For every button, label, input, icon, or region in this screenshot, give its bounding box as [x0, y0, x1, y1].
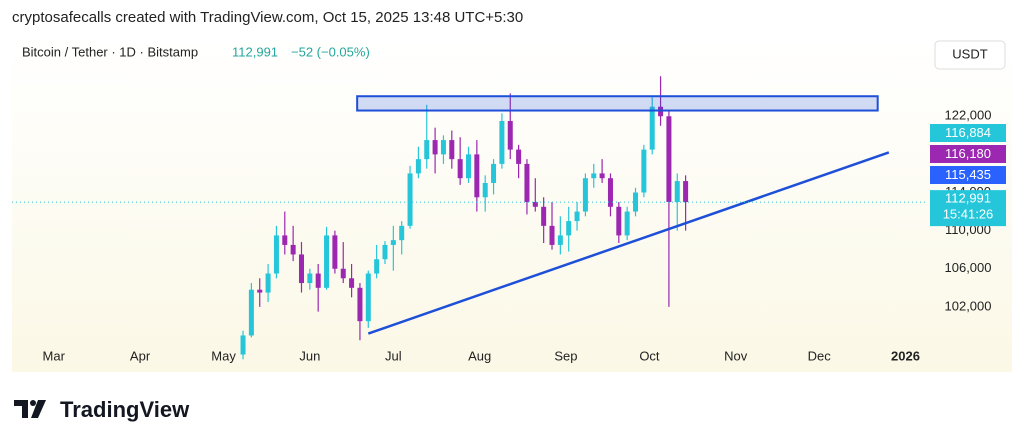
candle-body [240, 335, 246, 355]
candle-body [566, 221, 572, 236]
candle-body [298, 254, 304, 284]
price-label-box [930, 124, 1006, 142]
candle-body [415, 159, 421, 174]
trendline [367, 151, 890, 335]
candle-body [557, 235, 563, 245]
candle-body [474, 154, 480, 198]
price-label: 115,435 [945, 167, 991, 182]
candle-body [315, 273, 321, 288]
candle-body [424, 140, 430, 160]
candle-body [549, 225, 555, 245]
candle-body [248, 289, 254, 336]
candle-body [607, 178, 613, 207]
candle-body [382, 244, 388, 260]
candle-body [390, 240, 396, 245]
candle-body [499, 121, 505, 164]
x-tick-label: Nov [724, 348, 748, 363]
x-tick-label: 2026 [891, 348, 920, 363]
x-tick-label: Dec [808, 348, 832, 363]
candle-body [273, 235, 279, 274]
candle-body [365, 273, 371, 322]
candle-body [574, 211, 580, 222]
candle-body [516, 149, 522, 164]
candle-body [374, 259, 380, 274]
candle-body [465, 154, 472, 179]
candle-body [332, 235, 338, 269]
price-label-box [930, 166, 1006, 184]
x-tick-label: Jul [385, 348, 402, 363]
candle-body [507, 121, 513, 150]
header-price: 112,991 [232, 44, 278, 59]
candle-body [674, 181, 680, 203]
currency: USDT [952, 46, 987, 61]
candle-body [432, 140, 438, 155]
price-label: 116,884 [945, 125, 991, 140]
candle-body [265, 273, 271, 293]
candle-body [582, 178, 588, 212]
candle-body [482, 182, 488, 198]
candle-body [349, 278, 355, 288]
y-tick-label: 122,000 [945, 108, 992, 123]
y-tick-label: 102,000 [945, 298, 992, 313]
x-tick-label: Aug [468, 348, 491, 363]
credit: cryptosafecalls created with TradingView… [12, 9, 523, 26]
last-price-label: 112,991 [945, 191, 991, 206]
x-tick-label: Sep [554, 348, 577, 363]
candle-body [541, 206, 547, 226]
brand: TradingView [60, 397, 190, 422]
candle-body [449, 140, 455, 160]
x-tick-label: Jun [299, 348, 320, 363]
logo [14, 400, 46, 418]
x-tick-label: Oct [639, 348, 660, 363]
symbol: Bitcoin / Tether · 1D · Bitstamp [22, 44, 198, 59]
candle-body [457, 159, 463, 179]
x-tick-label: Apr [130, 348, 151, 363]
candle-body [524, 163, 530, 203]
currency-box[interactable] [934, 40, 1006, 70]
candle-body [683, 181, 689, 203]
x-tick-label: May [211, 348, 236, 363]
candle-body [633, 192, 639, 212]
candle-body [357, 287, 363, 322]
candle-body [257, 289, 263, 293]
plot: Mar Apr May Jun Jul Aug Sep Oct Nov Dec 2026 102,00… [12, 76, 1006, 363]
candle-body [440, 140, 446, 155]
candle-body [340, 268, 346, 279]
candle-body [641, 149, 647, 193]
candle-body [282, 235, 288, 245]
resistance-zone [356, 95, 879, 112]
candle-body [649, 106, 655, 150]
last-price-box [930, 190, 1006, 227]
candle-body [290, 244, 296, 255]
candle-body [616, 206, 622, 236]
candle-body [666, 116, 672, 203]
candle-body [324, 235, 330, 288]
y-tick-label: 106,000 [945, 260, 992, 275]
candle-body [399, 225, 405, 241]
candle-body [307, 273, 313, 284]
candle-body [624, 211, 630, 236]
price-label-box [930, 145, 1006, 163]
chart-frame [12, 38, 1012, 372]
candle-body [532, 202, 538, 207]
x-tick-label: Mar [43, 348, 66, 363]
change: −52 (−0.05%) [291, 44, 370, 59]
price-label: 116,180 [945, 146, 991, 161]
candle-body [491, 163, 497, 183]
candle-body [591, 173, 597, 179]
candle-body [599, 173, 605, 179]
countdown: 15:41:26 [943, 207, 994, 222]
candle-body [407, 173, 413, 226]
